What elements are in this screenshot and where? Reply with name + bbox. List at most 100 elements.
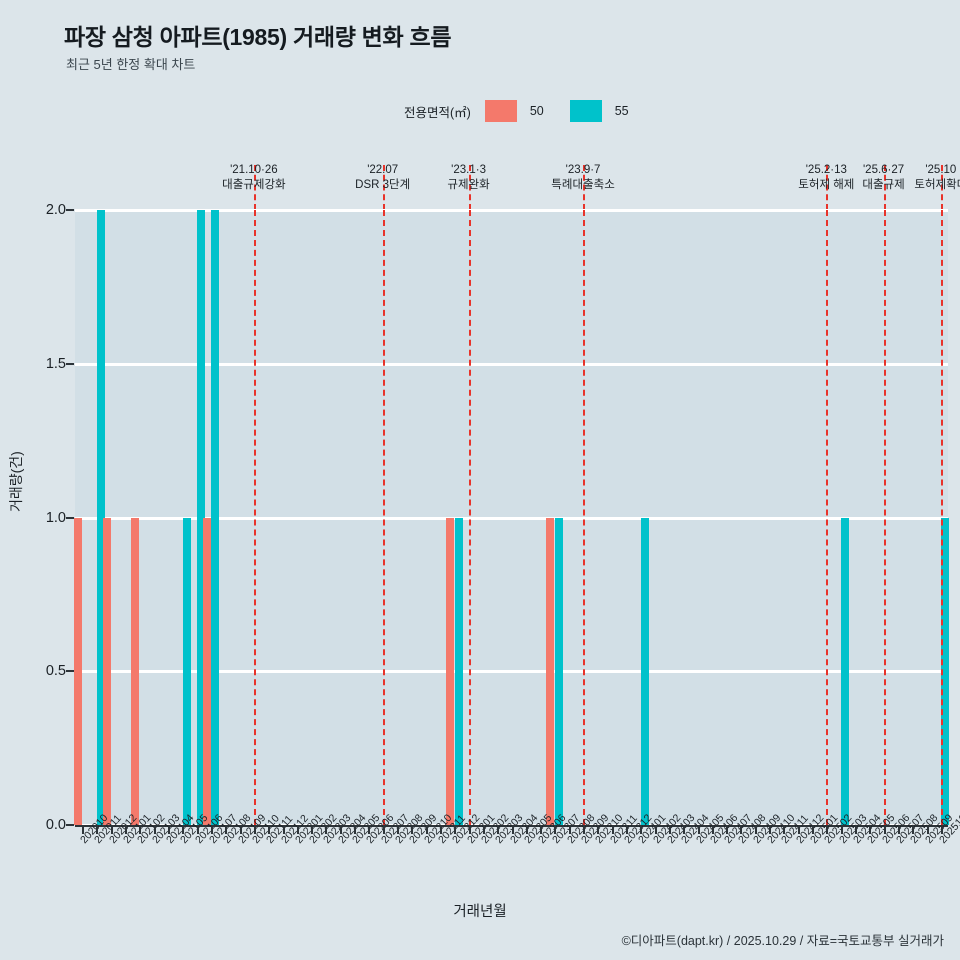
x-tick-mark [439, 825, 442, 834]
footer-credit: ©디아파트(dapt.kr) / 2025.10.29 / 자료=국토교통부 실… [621, 934, 944, 948]
x-tick-mark [525, 825, 528, 834]
x-tick-mark [239, 825, 242, 834]
event-name: 토허제확대 [914, 179, 960, 191]
event-vline [253, 210, 256, 825]
x-tick-mark [497, 825, 500, 834]
y-tick-label: 0.5 [45, 663, 66, 680]
bar [941, 517, 950, 825]
legend-label-50: 50 [529, 104, 544, 118]
bar [446, 517, 455, 825]
y-axis-title: 거래량(건) [8, 451, 24, 512]
x-tick-mark [182, 825, 185, 834]
x-tick-mark [454, 825, 457, 834]
x-tick-mark [625, 825, 628, 834]
x-tick-mark [840, 825, 843, 834]
x-tick-mark [797, 825, 800, 834]
bar [202, 517, 211, 825]
x-tick-mark [883, 825, 886, 834]
x-tick-mark [96, 825, 99, 834]
y-tick-label: 2.0 [45, 202, 66, 218]
event-date: '25.10 [925, 164, 957, 176]
event-vline [883, 210, 886, 825]
legend-label-55: 55 [614, 104, 629, 118]
x-tick-mark [82, 825, 85, 834]
event-label: '25.2·13 토허제 해제 [766, 163, 886, 193]
x-tick-mark [468, 825, 471, 834]
x-tick-mark [268, 825, 271, 834]
event-date: '23.9·7 [565, 164, 601, 176]
event-date: '25.6·27 [862, 164, 905, 176]
bar [182, 517, 191, 825]
bar [74, 517, 83, 825]
bar [640, 517, 649, 825]
event-vline-stub [382, 165, 385, 210]
x-tick-mark [897, 825, 900, 834]
event-vline-stub [826, 165, 829, 210]
plot-area [74, 209, 950, 827]
x-tick-mark [912, 825, 915, 834]
event-name: 대출규제강화 [222, 179, 286, 191]
event-date: '23.1·3 [451, 164, 486, 176]
bar [554, 517, 563, 825]
event-date: '22.07 [367, 164, 399, 176]
x-tick-mark [397, 825, 399, 834]
x-tick-mark [812, 825, 815, 834]
bar [211, 210, 220, 825]
x-tick-mark [740, 825, 743, 834]
y-tick-mark [66, 362, 74, 365]
gridline [75, 516, 948, 520]
x-tick-mark [125, 825, 128, 834]
x-tick-mark [611, 825, 614, 834]
event-vline [940, 210, 943, 825]
x-tick-mark [726, 825, 729, 834]
bar [841, 517, 850, 825]
event-label: '23.1·3 규제완화 [409, 163, 529, 193]
x-tick-mark [654, 825, 657, 834]
x-tick-mark [325, 825, 328, 834]
x-tick-mark [411, 825, 414, 834]
x-tick-mark [668, 825, 671, 834]
event-vline-stub [253, 165, 256, 210]
bar [454, 517, 463, 825]
event-date: '21.10·26 [230, 164, 278, 176]
event-label: '21.10·26 대출규제강화 [194, 163, 314, 193]
event-date: '25.2·13 [805, 164, 847, 176]
x-tick-mark [296, 825, 299, 834]
event-vline-stub [883, 165, 886, 210]
x-tick-mark [583, 825, 586, 834]
legend: 전용면적(㎡) 50 55 [404, 100, 629, 122]
page-title: 파장 삼청 아파트(1985) 거래량 변화 흐름 [64, 24, 452, 50]
x-tick-mark [354, 825, 357, 834]
event-vline [382, 210, 385, 825]
x-tick-mark [110, 825, 113, 834]
bar [546, 517, 555, 825]
x-tick-mark [711, 825, 714, 834]
bar [96, 210, 105, 825]
y-tick-mark [66, 209, 74, 211]
x-tick-mark [368, 825, 371, 834]
event-name: 토허제 해제 [798, 179, 855, 191]
event-label: '23.9·7 특례대출축소 [523, 163, 643, 193]
y-tick-label: 0.0 [45, 817, 66, 833]
x-tick-mark [540, 825, 543, 834]
bar [102, 517, 111, 825]
x-tick-mark [225, 825, 228, 834]
x-tick-mark [139, 825, 142, 834]
event-name: 특례대출축소 [551, 179, 615, 191]
x-tick-mark [168, 825, 171, 834]
x-tick-mark [425, 825, 428, 834]
x-tick-mark [697, 825, 700, 834]
y-tick-mark [66, 516, 74, 519]
x-tick-mark [153, 825, 156, 834]
x-tick-mark [253, 825, 256, 834]
y-tick-label: 1.5 [45, 355, 66, 372]
x-tick-mark [511, 825, 514, 834]
x-tick-mark [382, 825, 385, 834]
legend-swatch-50 [484, 100, 517, 122]
x-tick-mark [554, 825, 557, 834]
x-tick-mark [196, 825, 199, 834]
gridline [75, 209, 948, 212]
x-tick-mark [568, 825, 571, 834]
x-tick-mark [210, 825, 213, 834]
